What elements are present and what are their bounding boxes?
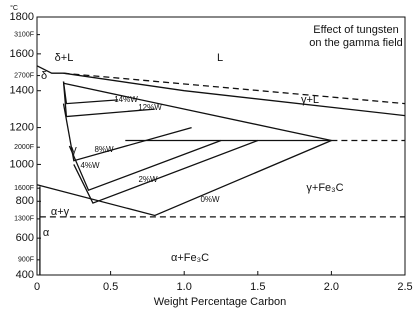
x-tick-label: 1.0 [177,281,192,293]
region-label: α+Fe₃C [171,252,209,264]
x-tick-label: 0.5 [103,281,118,293]
y-tick-label: 600 [16,232,34,244]
y-tick-label: 1800 [10,11,34,23]
phase-boundary [73,139,259,204]
y2-tick-label: 900F [18,257,34,264]
chart-title: on the gamma field [309,37,403,49]
series-label: 4%W [80,161,100,170]
series-label: 12%W [138,103,162,112]
y2-tick-label: 1300F [14,216,34,223]
x-tick-label: 2.0 [324,281,339,293]
y-tick-label: 1200 [10,121,34,133]
phase-boundary [63,82,332,142]
phase-boundary [36,65,64,74]
series-label: 14%W [114,95,138,104]
phase-boundary [62,103,192,162]
region-label: γ+L [301,94,319,106]
phase-boundary [63,72,406,117]
phase-boundary [62,81,119,105]
y2-tick-label: 2700F [14,72,34,79]
region-label: δ+L [55,52,74,64]
region-label: γ+Fe₃C [306,182,343,194]
region-label: α+γ [51,206,70,218]
series-label: 0%W [200,195,220,204]
series-label: 8%W [94,145,114,154]
chart-title: Effect of tungsten [313,24,398,36]
y2-tick-label: 3100F [14,31,34,38]
plot-frame [36,16,406,276]
x-tick-label: 0 [34,281,40,293]
y-tick-label: 1400 [10,85,34,97]
x-tick-label: 2.5 [397,281,412,293]
y-axis-label: °C [10,4,18,12]
phase-boundary [36,139,332,217]
y2-tick-label: 1600F [14,185,34,192]
region-label: γ [71,144,77,156]
region-label: α [43,227,50,239]
y-tick-label: 1000 [10,158,34,170]
x-axis-label: Weight Percentage Carbon [154,296,287,308]
phase-boundary [63,72,406,105]
x-tick-label: 1.5 [250,281,265,293]
y-tick-label: 800 [16,195,34,207]
y-tick-label: 400 [16,269,34,281]
series-label: 2%W [138,175,158,184]
y2-tick-label: 2000F [14,144,34,151]
region-label: L [217,52,223,64]
region-label: δ [41,70,47,82]
y-tick-label: 1600 [10,48,34,60]
